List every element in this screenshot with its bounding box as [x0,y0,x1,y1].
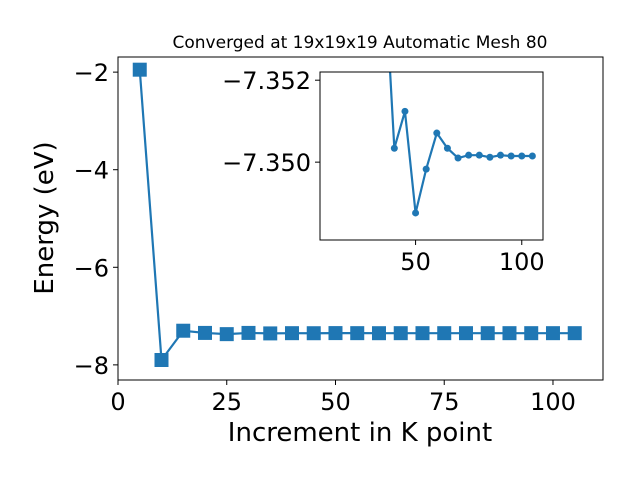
marker [545,326,560,341]
marker [241,325,256,340]
marker [422,165,430,173]
marker [458,326,473,341]
marker [154,352,169,367]
y-tick-label: −7.352 [222,67,311,95]
marker [371,326,386,341]
x-tick-label: 50 [320,388,351,416]
x-tick-label: 75 [429,388,460,416]
y-tick-label: −8 [74,352,109,380]
marker [497,151,505,159]
marker [176,323,191,338]
y-tick-label: −6 [74,254,109,282]
x-tick-label: 50 [400,248,431,276]
marker [393,326,408,341]
x-tick-label: 25 [211,388,242,416]
marker [567,326,582,341]
marker [502,326,517,341]
marker [328,326,343,341]
marker [475,151,483,159]
marker [433,129,441,137]
marker [524,326,539,341]
axes-frame [319,71,544,241]
marker [465,151,473,159]
marker [443,144,451,152]
y-axis-label: Energy (eV) [30,141,60,294]
x-tick-label: 0 [110,388,125,416]
marker [454,154,462,162]
y-tick-label: −7.350 [222,149,311,177]
chart-title: Converged at 19x19x19 Automatic Mesh 80 [173,33,548,53]
x-tick-label: 100 [499,248,545,276]
marker [437,326,452,341]
marker [132,62,147,77]
marker [528,152,536,160]
marker [480,326,495,341]
marker [284,326,299,341]
y-tick-label: −2 [74,59,109,87]
plot-content [132,62,582,367]
marker [412,209,420,217]
y-tick-label: −4 [74,157,109,185]
marker [219,327,234,342]
marker [306,326,321,341]
marker [507,152,515,160]
x-axis-label: Increment in K point [228,418,492,448]
marker [401,107,409,115]
marker [486,153,494,161]
marker [415,326,430,341]
plot-content [388,72,536,217]
x-tick-label: 100 [530,388,576,416]
marker [350,326,365,341]
marker [263,326,278,341]
axes-frame [117,56,604,381]
marker [518,152,526,160]
marker [390,144,398,152]
marker [197,325,212,340]
